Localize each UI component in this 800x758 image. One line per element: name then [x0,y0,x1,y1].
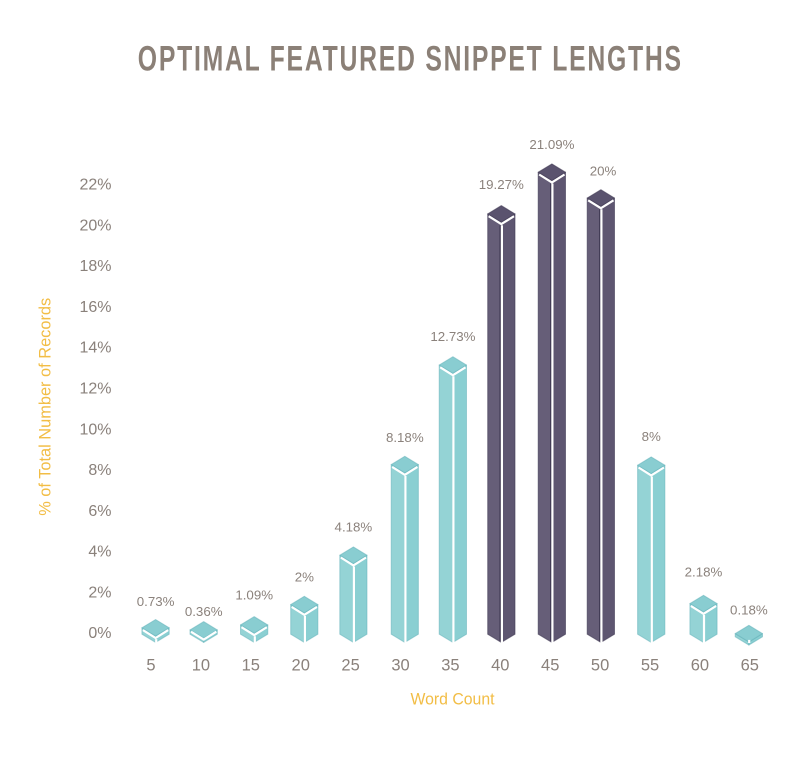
svg-text:0.73%: 0.73% [137,594,175,609]
svg-text:14%: 14% [79,340,111,357]
svg-text:Word Count: Word Count [411,691,495,709]
svg-text:12.73%: 12.73% [430,329,475,344]
svg-text:10: 10 [192,657,210,675]
svg-text:16%: 16% [79,299,111,316]
svg-text:60: 60 [691,657,709,675]
svg-text:8%: 8% [88,462,111,479]
svg-text:0%: 0% [88,625,111,642]
svg-text:19.27%: 19.27% [479,177,524,192]
svg-text:55: 55 [641,657,659,675]
svg-text:18%: 18% [79,258,111,275]
svg-text:21.09%: 21.09% [529,137,574,152]
svg-text:8.18%: 8.18% [386,430,424,445]
svg-text:15: 15 [242,657,260,675]
svg-text:45: 45 [541,657,559,675]
svg-text:0.18%: 0.18% [730,603,768,618]
svg-text:6%: 6% [88,503,111,520]
svg-text:20: 20 [292,657,310,675]
svg-text:40: 40 [491,657,509,675]
svg-text:0.36%: 0.36% [185,604,223,619]
svg-text:10%: 10% [79,421,111,438]
svg-text:4%: 4% [88,544,111,561]
svg-text:2.18%: 2.18% [685,564,723,579]
svg-text:12%: 12% [79,381,111,398]
svg-text:35: 35 [441,657,459,675]
svg-text:30: 30 [391,657,409,675]
svg-text:2%: 2% [88,584,111,601]
svg-text:20%: 20% [79,217,111,234]
svg-text:2%: 2% [295,570,314,585]
svg-text:8%: 8% [642,429,661,444]
svg-text:65: 65 [741,657,759,675]
svg-text:5: 5 [146,657,155,675]
svg-text:22%: 22% [79,177,111,194]
svg-text:20%: 20% [590,164,617,179]
svg-text:OPTIMAL FEATURED SNIPPET LENGT: OPTIMAL FEATURED SNIPPET LENGTHS [138,38,683,78]
svg-text:50: 50 [591,657,609,675]
svg-text:25: 25 [341,657,359,675]
svg-text:% of Total Number of Records: % of Total Number of Records [37,298,55,516]
svg-text:4.18%: 4.18% [335,520,373,535]
svg-text:1.09%: 1.09% [235,588,273,603]
